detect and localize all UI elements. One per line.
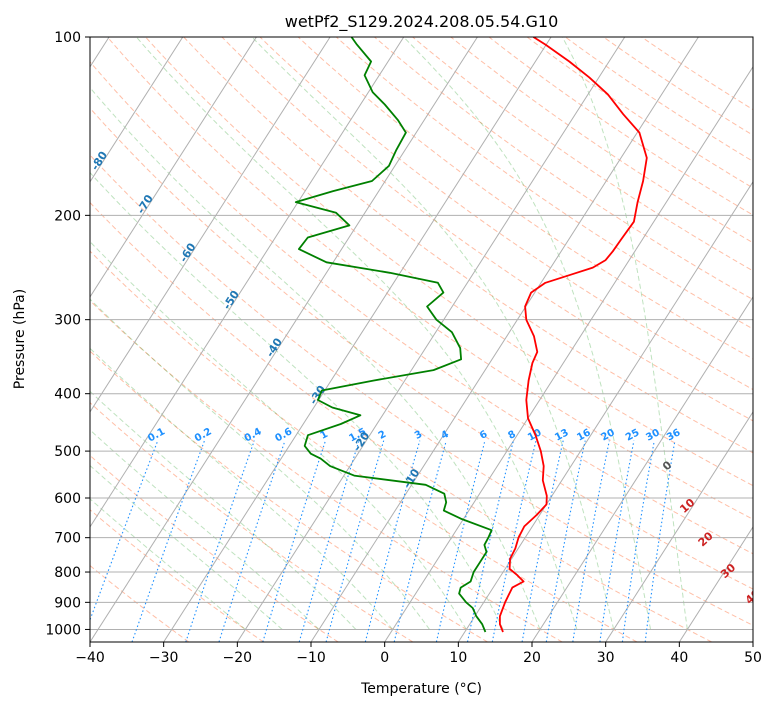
dry-adiabat-line (450, 37, 753, 244)
x-tick-label: −30 (149, 650, 179, 666)
y-tick-label: 1000 (45, 622, 81, 638)
moist-adiabat-line (90, 240, 467, 630)
x-tick-label: 0 (380, 650, 389, 666)
mixing-ratio-line (364, 440, 421, 642)
mixing-ratio-line (298, 440, 360, 642)
dry-adiabat-line (90, 299, 563, 642)
mixing-ratio-label: 4 (439, 429, 450, 442)
moist-adiabat-line (251, 37, 615, 630)
x-tick-label: −10 (296, 650, 326, 666)
y-tick-label: 900 (54, 595, 81, 611)
isotherm-line (90, 37, 405, 528)
dry-adiabat-line (90, 154, 753, 626)
mixing-ratio-line (218, 440, 286, 642)
dry-adiabat-line (335, 37, 753, 330)
dry-adiabat-line (90, 201, 712, 642)
mixing-ratio-line (325, 440, 385, 642)
y-tick-label: 200 (54, 208, 81, 224)
dry-adiabat-label: 40 (743, 587, 763, 607)
x-tick-label: 30 (597, 650, 615, 666)
isotherm-line (236, 37, 626, 642)
moist-adiabat-line (90, 347, 394, 630)
dry-adiabat-line (297, 37, 753, 360)
y-tick-label: 300 (54, 313, 81, 329)
mixing-ratio-line (435, 440, 486, 642)
mixing-ratio-line (262, 440, 327, 642)
mixing-ratio-line (466, 440, 514, 642)
isotherm-line (163, 37, 552, 642)
x-tick-label: 40 (670, 650, 688, 666)
y-tick-label: 400 (54, 387, 81, 403)
x-tick-label: 20 (523, 650, 541, 666)
dry-adiabat-line (565, 37, 753, 162)
dry-adiabat-line (259, 37, 753, 391)
isotherm-line (90, 37, 331, 413)
y-axis-label: Pressure (hPa) (12, 289, 28, 389)
moist-adiabat-line (90, 429, 320, 630)
y-tick-label: 600 (54, 491, 81, 507)
axes: −40 −30 −20 −10 0 10 20 30 40 50 100 200 300 400 500 60… (45, 30, 762, 666)
moist-adiabat-line (561, 37, 688, 630)
isotherm-line (605, 410, 753, 642)
plot-frame (89, 36, 754, 643)
moist-adiabat-line (90, 390, 357, 630)
x-tick-label: −20 (223, 650, 253, 666)
y-tick-label: 700 (54, 531, 81, 547)
mixing-ratio-label: 6 (478, 429, 489, 442)
x-tick-label: 10 (449, 650, 467, 666)
background-lines (90, 37, 753, 642)
isotherm-line (90, 37, 478, 642)
y-tick-label: 800 (54, 565, 81, 581)
chart-title: wetPf2_S129.2024.208.05.54.G10 (285, 12, 559, 32)
moist-adiabat-line (136, 37, 578, 630)
x-tick-label: 50 (744, 650, 762, 666)
mixing-ratio-label: 3 (413, 429, 424, 442)
mixing-ratio-label: 1 (319, 429, 330, 442)
dry-adiabat-line (374, 37, 753, 301)
moist-adiabat-line (403, 37, 651, 630)
dry-adiabat-line (90, 509, 264, 642)
dewpoint-line (294, 37, 493, 633)
isotherm-line (90, 37, 257, 298)
moist-adiabat-line (90, 498, 246, 630)
dry-adiabat-line (90, 250, 638, 642)
mixing-ratio-line (185, 440, 255, 642)
dry-adiabat-line (107, 37, 753, 520)
x-tick-label: −40 (75, 650, 105, 666)
profile-lines (294, 37, 648, 633)
dry-adiabat-line (526, 37, 753, 189)
mixing-ratio-label: 8 (506, 429, 517, 442)
dry-adiabat-line (145, 37, 753, 487)
mixing-ratio-line (393, 440, 447, 642)
moist-adiabat-line (90, 86, 541, 630)
x-axis-label: Temperature (°C) (360, 681, 482, 697)
mixing-ratio-label: 2 (377, 429, 388, 442)
isotherm-line (310, 37, 699, 642)
isotherm-line (457, 180, 753, 642)
dry-adiabat-line (90, 61, 753, 555)
isotherm-line (384, 65, 753, 642)
isotherm-line (531, 295, 753, 642)
temperature-line (499, 37, 648, 633)
isotherm-line (678, 526, 753, 642)
y-tick-label: 500 (54, 444, 81, 460)
dry-adiabat-line (183, 37, 753, 454)
y-tick-label: 100 (54, 30, 81, 46)
isotherm-line (90, 37, 184, 183)
moist-adiabat-line (90, 298, 430, 630)
